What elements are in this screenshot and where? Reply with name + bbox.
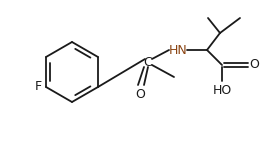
Text: HN: HN — [169, 44, 187, 57]
Text: HO: HO — [212, 84, 232, 96]
Text: C: C — [144, 56, 152, 69]
Text: F: F — [35, 81, 42, 93]
Text: O: O — [135, 88, 145, 102]
Text: O: O — [249, 58, 259, 72]
